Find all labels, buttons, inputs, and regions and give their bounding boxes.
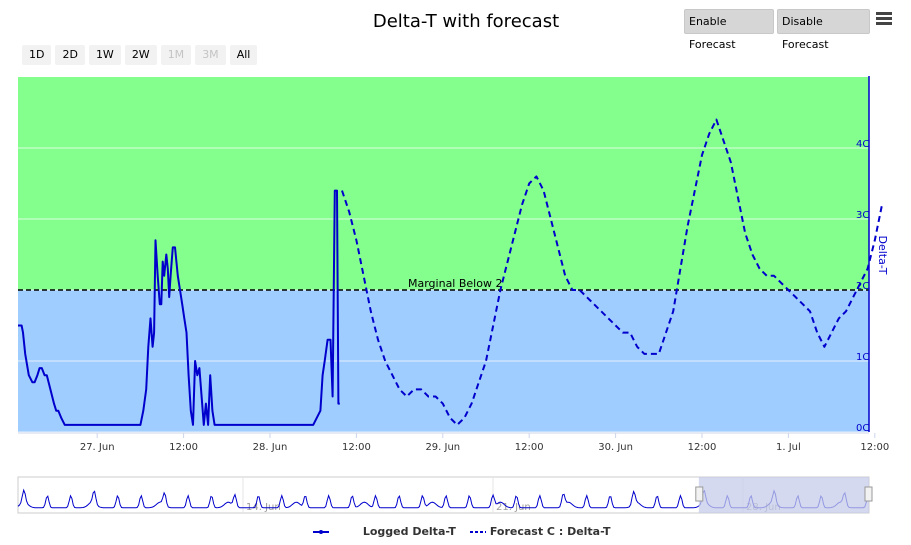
x-tick-label-4: 29. Jun [425,442,460,453]
x-tick-label-2: 28. Jun [253,442,288,453]
range-all-button[interactable]: All [229,45,258,65]
y-tick-label-0: 0C [856,423,869,434]
range-1m-button: 1M [160,45,192,65]
plot-band-1 [18,77,869,290]
y-tick-label-2: 2C [856,281,869,292]
x-tick-label-7: 12:00 [688,442,717,453]
range-2w-button[interactable]: 2W [124,45,157,65]
range-3m-button: 3M [195,45,226,65]
range-selector: 1D 2D 1W 2W 1M 3M All [22,45,258,65]
navigator-handle-right [864,486,873,502]
x-tick-label-8: 1. Jul [776,442,801,453]
navigator-selection [698,477,869,513]
legend-item-forecast[interactable]: Forecast C : Delta-T [470,525,611,538]
range-1d-button[interactable]: 1D [22,45,52,65]
series-line-forecast [341,118,883,426]
x-tick-label-5: 12:00 [515,442,544,453]
x-tick-label-1: 12:00 [169,442,198,453]
legend-item-logged[interactable]: Logged Delta-T [313,525,456,538]
legend-forecast-label: Forecast C : Delta-T [489,525,611,538]
range-1w-button[interactable]: 1W [88,45,121,65]
x-tick-label-9: 12:00 [860,442,889,453]
chart-title: Delta-T with forecast [372,11,560,32]
x-tick-label-3: 12:00 [342,442,371,453]
y-axis-title: Delta-T [876,235,889,274]
disable-forecast-button[interactable]: Disable Forecast [777,9,870,51]
y-tick-label-1: 1C [856,352,869,363]
legend-logged-label: Logged Delta-T [362,525,456,538]
navigator-handle-left [695,486,704,502]
y-tick-label-3: 3C [856,210,869,221]
legend-forecast-line-icon [470,531,486,533]
series-line-logged [18,189,340,426]
hamburger-menu-icon[interactable] [876,12,892,26]
threshold-label: Marginal Below 2 [408,277,502,290]
enable-forecast-button[interactable]: Enable Forecast [684,9,774,51]
x-tick-label-0: 27. Jun [80,442,115,453]
range-2d-button[interactable]: 2D [55,45,85,65]
y-tick-label-4: 4C [856,139,869,150]
navigator-tick-label-1: 21. Jun [496,502,531,513]
x-tick-label-6: 30. Jun [598,442,633,453]
legend-logged-line-icon [313,530,329,534]
